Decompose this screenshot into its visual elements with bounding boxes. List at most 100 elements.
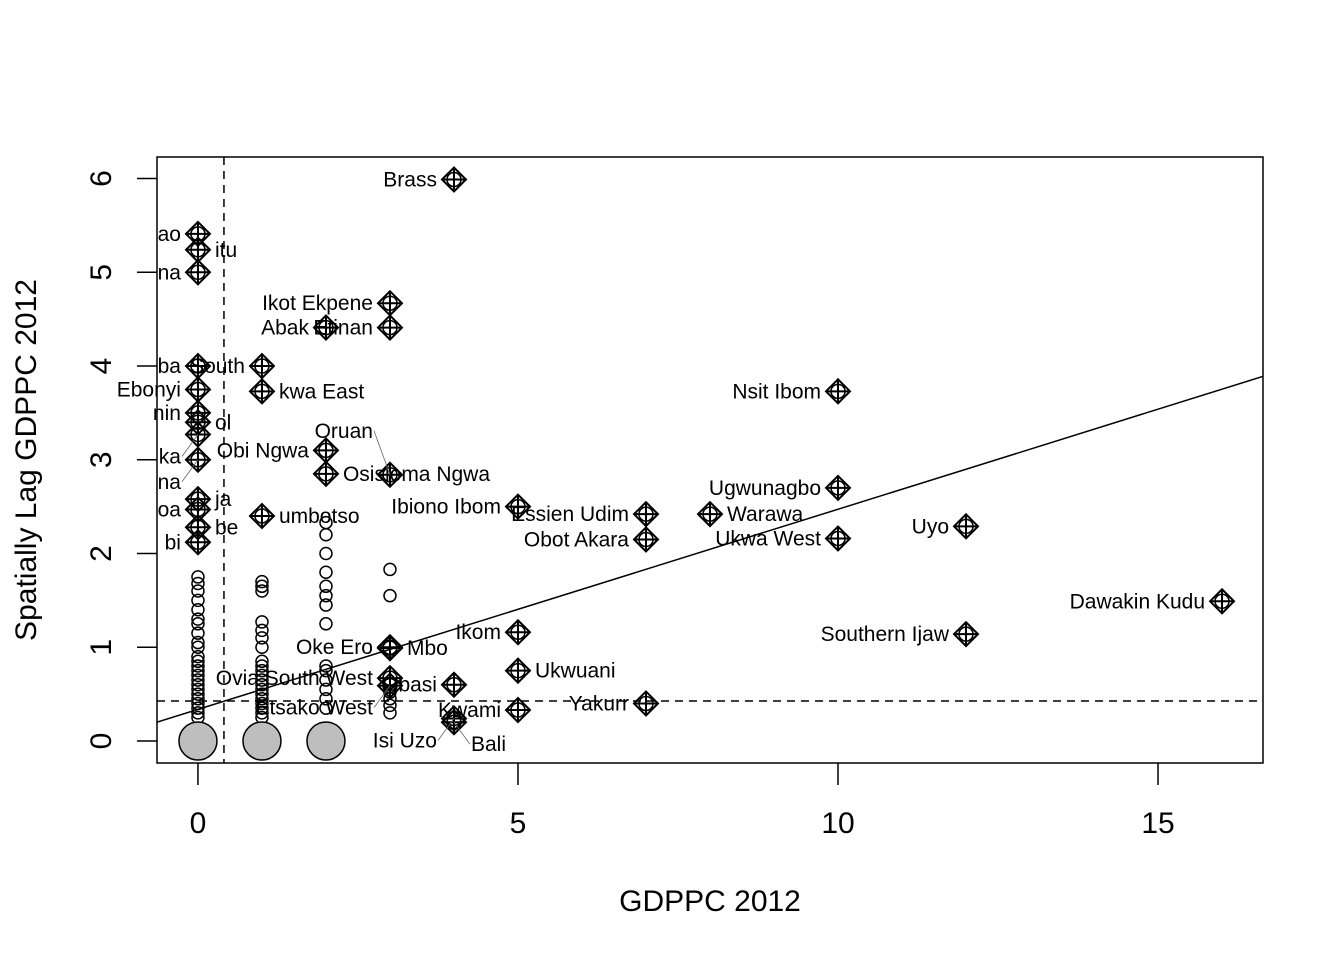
influential-point <box>248 502 276 530</box>
diamond-marker <box>312 460 340 488</box>
point-label: Ugwunagbo <box>709 477 821 500</box>
influential-point <box>376 289 404 317</box>
data-point <box>319 598 333 612</box>
point-label: oa <box>158 498 182 521</box>
circle-marker <box>1214 593 1230 610</box>
data-point <box>255 682 269 697</box>
point-label: Abak <box>261 317 309 340</box>
point-label: Mbo <box>407 637 448 660</box>
point-label: bi <box>165 531 181 554</box>
data-point <box>319 565 333 579</box>
data-point <box>319 588 333 603</box>
point-label: South <box>190 355 245 378</box>
point-label: Ovia South West <box>216 667 373 690</box>
circle-marker <box>510 702 526 718</box>
circle-marker <box>254 508 270 524</box>
data-point <box>255 659 269 673</box>
label-leader-line <box>453 721 471 745</box>
data-point <box>255 631 269 645</box>
diamond-marker <box>824 525 852 552</box>
diamond-marker <box>504 618 532 646</box>
circle-marker <box>190 264 206 281</box>
data-point <box>191 673 205 687</box>
data-point <box>191 612 205 626</box>
diamond-marker <box>184 376 212 403</box>
diamond-marker <box>248 502 276 530</box>
y-tick-label: 5 <box>85 264 118 281</box>
point-label: umbotso <box>279 505 360 528</box>
point-label: Kwami <box>438 699 501 722</box>
diamond-marker <box>632 526 660 553</box>
data-point <box>255 677 269 692</box>
data-point <box>191 659 205 673</box>
influential-point <box>312 436 340 464</box>
influential-point <box>504 696 532 724</box>
data-point <box>255 615 269 629</box>
diamond-marker <box>376 672 404 700</box>
point-label: na <box>158 261 182 284</box>
diamond-marker <box>952 512 980 540</box>
point-label: Ikom <box>455 621 501 644</box>
data-point <box>191 602 205 617</box>
zero-point <box>178 721 218 761</box>
point-label: Obot Akara <box>524 528 629 551</box>
diamond-marker <box>1208 587 1236 615</box>
data-point <box>191 626 205 640</box>
circle-marker <box>510 624 526 640</box>
circle-marker <box>190 534 206 551</box>
x-tick-label: 10 <box>821 807 854 840</box>
x-tick-label: 0 <box>190 807 207 840</box>
data-point <box>319 579 333 594</box>
influential-point <box>952 512 980 540</box>
circle-marker <box>830 480 846 496</box>
diamond-marker <box>184 528 212 556</box>
influential-point <box>1208 587 1236 615</box>
point-label: Ibiono Ibom <box>391 496 501 519</box>
diamond-marker <box>184 421 212 448</box>
regression-line <box>157 375 1263 723</box>
point-label: Ikot Ekpene <box>262 292 373 315</box>
diamond-marker <box>248 377 276 405</box>
circle-marker <box>638 506 654 522</box>
data-point <box>319 528 333 542</box>
data-point <box>191 576 205 591</box>
data-point <box>255 654 269 669</box>
data-point <box>191 682 205 697</box>
point-label: Dawakin Kudu <box>1070 590 1205 613</box>
diamond-marker <box>376 314 404 342</box>
point-label: Ukwa West <box>715 528 821 551</box>
point-label: Obasi <box>382 674 437 697</box>
label-leader-line <box>373 430 391 475</box>
data-point <box>191 640 205 654</box>
y-axis-label: Spatially Lag GDPPC 2012 <box>10 279 43 641</box>
y-tick-label: 4 <box>85 358 118 375</box>
data-point <box>255 584 269 598</box>
influential-point <box>632 690 660 717</box>
point-label: Bali <box>471 733 506 756</box>
influential-point <box>376 314 404 342</box>
x-tick-label: 15 <box>1141 807 1174 840</box>
data-point <box>191 706 205 720</box>
circle-marker <box>958 626 974 642</box>
diamond-marker <box>504 493 532 521</box>
point-label: Warawa <box>727 503 804 526</box>
influential-point <box>184 258 212 286</box>
label-leader-line <box>437 718 455 741</box>
diamond-marker <box>952 620 980 648</box>
point-label: ao <box>158 223 181 246</box>
data-point <box>255 574 269 589</box>
data-point <box>383 698 397 713</box>
point-label: Uyo <box>912 515 949 538</box>
point-label: Isi Uzo <box>373 729 437 752</box>
circle-marker <box>510 498 526 515</box>
influential-point <box>952 620 980 648</box>
data-point <box>191 617 205 631</box>
data-point <box>191 677 205 692</box>
circle-marker <box>382 677 398 694</box>
diamond-marker <box>184 236 212 264</box>
data-point <box>255 687 269 701</box>
y-tick-label: 2 <box>85 545 118 562</box>
influential-point <box>440 671 468 699</box>
label-leader-line <box>181 434 199 457</box>
